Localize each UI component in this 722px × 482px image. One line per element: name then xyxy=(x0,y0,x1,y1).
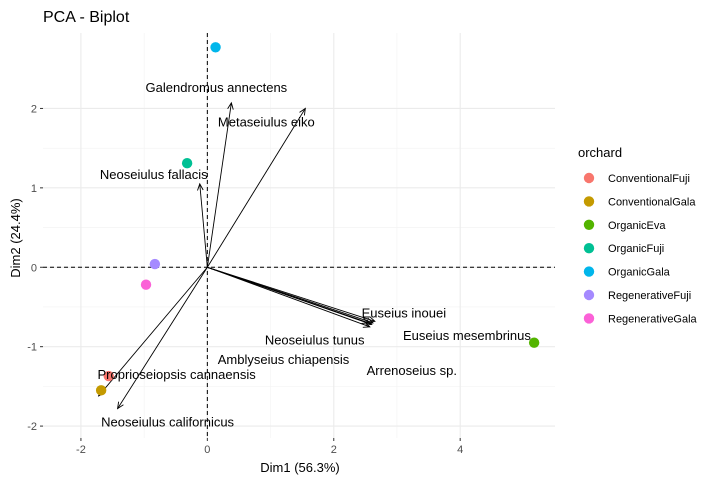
variable-arrowhead xyxy=(299,107,306,116)
legend-label: RegenerativeGala xyxy=(608,313,698,325)
x-tick-label: -2 xyxy=(76,444,86,456)
variable-arrowhead xyxy=(227,101,234,110)
legend-swatch xyxy=(583,243,595,254)
group-point xyxy=(210,42,221,53)
y-tick-label: -1 xyxy=(27,342,37,354)
variable-label: Neoseiulus californicus xyxy=(101,415,234,430)
group-point xyxy=(528,337,540,348)
variable-arrowhead xyxy=(361,317,370,324)
y-tick-label: 2 xyxy=(31,103,37,115)
legend-items: ConventionalFuji ConventionalGala OrganicE… xyxy=(583,172,698,325)
legend-swatch xyxy=(583,289,595,301)
variable-label: Galendromus annectens xyxy=(146,80,288,95)
y-tick-label: 0 xyxy=(31,262,37,274)
axis-ticks: -2 0 2 4 -2 -1 0 1 2 xyxy=(27,103,463,456)
variable-arrowhead xyxy=(197,182,204,191)
variable-arrowhead xyxy=(116,401,124,410)
legend-title: orchard xyxy=(578,145,622,160)
group-points xyxy=(95,42,540,396)
legend-label: OrganicGala xyxy=(608,267,671,279)
variable-arrow xyxy=(207,266,369,324)
variable-labels: Galendromus annectens Metaseiulus eiko Neo… xyxy=(97,80,531,430)
group-point xyxy=(140,279,152,290)
variable-label: Euseius inouei xyxy=(362,305,447,320)
variable-label: Arrenoseius sp. xyxy=(367,363,457,378)
reference-lines xyxy=(43,33,555,438)
y-axis-title: Dim2 (24.4%) xyxy=(8,198,23,277)
variable-label: Euseius mesembrinus xyxy=(403,328,531,343)
legend-swatch xyxy=(583,172,595,184)
group-point xyxy=(95,385,107,396)
variable-arrow xyxy=(117,267,208,409)
legend-swatch xyxy=(583,196,595,207)
group-point xyxy=(103,370,114,382)
legend-label: ConventionalGala xyxy=(608,196,696,208)
variable-arrow xyxy=(199,183,208,268)
y-tick-label: 1 xyxy=(31,183,37,195)
y-tick-label: -2 xyxy=(27,421,37,433)
group-point xyxy=(149,258,161,270)
variable-arrow xyxy=(207,266,370,328)
variable-label: Metaseiulus eiko xyxy=(218,114,315,129)
variable-label: Proprioseiopsis cannaensis xyxy=(97,367,256,382)
variable-arrows xyxy=(97,101,376,410)
legend: orchard ConventionalFuji ConventionalGala… xyxy=(578,145,698,325)
legend-swatch xyxy=(583,219,595,230)
x-tick-label: 0 xyxy=(204,444,210,456)
group-point xyxy=(181,158,193,169)
legend-label: OrganicFuji xyxy=(608,243,664,255)
x-tick-label: 4 xyxy=(457,444,463,456)
legend-label: OrganicEva xyxy=(608,220,666,232)
variable-arrow xyxy=(98,266,208,397)
variable-arrow xyxy=(206,102,232,268)
legend-swatch xyxy=(583,313,595,324)
x-tick-label: 2 xyxy=(331,444,337,456)
legend-label: ConventionalFuji xyxy=(608,173,690,185)
chart-title: PCA - Biplot xyxy=(43,9,130,26)
x-axis-title: Dim1 (56.3%) xyxy=(260,460,339,475)
variable-label: Amblyseius chiapensis xyxy=(218,352,350,367)
variable-label: Neoseiulus fallacis xyxy=(100,167,208,182)
legend-swatch xyxy=(583,266,595,277)
legend-label: RegenerativeFuji xyxy=(608,290,691,302)
variable-label: Neoseiulus tunus xyxy=(265,332,365,347)
variable-arrowhead xyxy=(362,321,371,328)
variable-arrow xyxy=(206,108,306,268)
